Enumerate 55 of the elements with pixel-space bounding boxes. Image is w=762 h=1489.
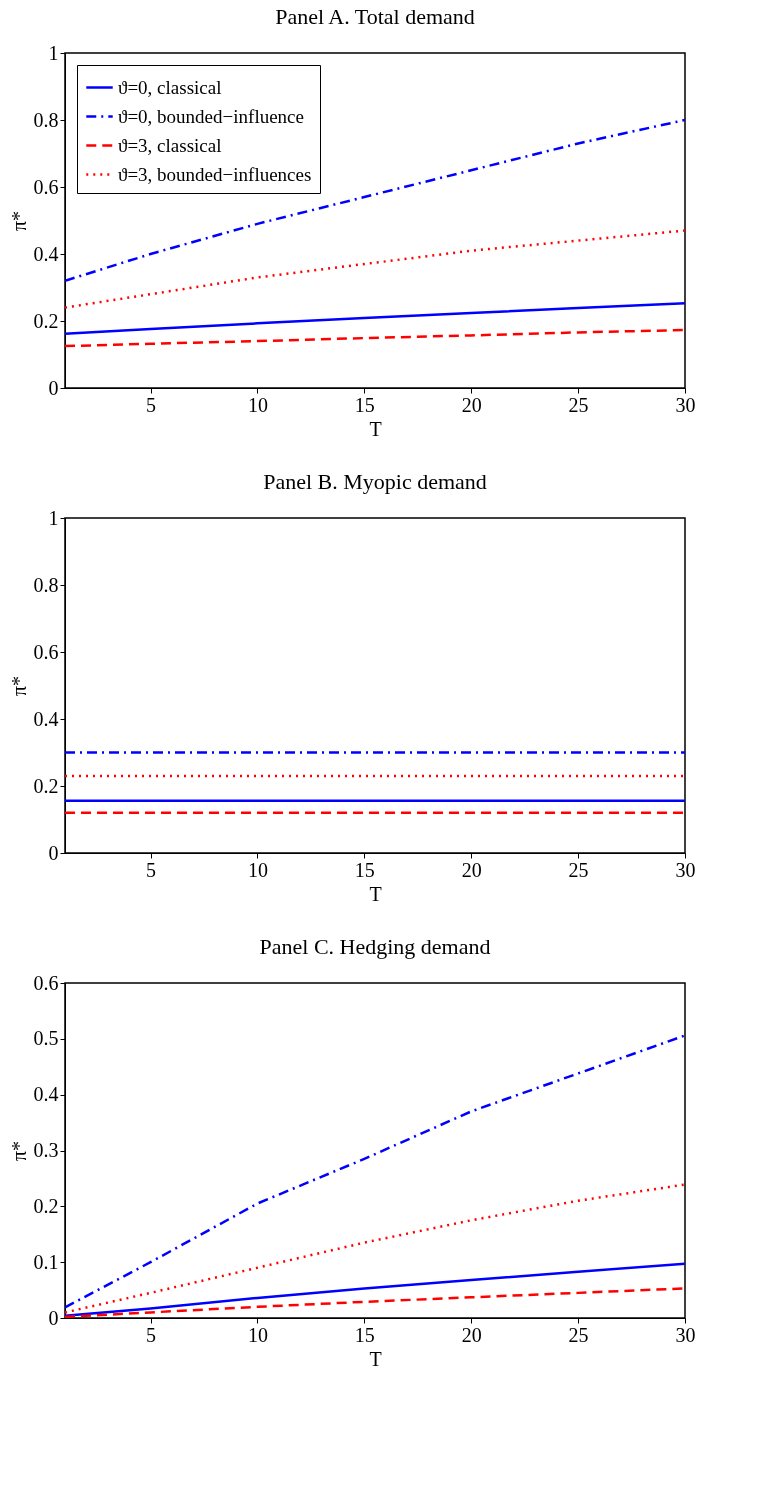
x-tick-label: 10 xyxy=(247,858,268,881)
x-tick-label: 5 xyxy=(146,1323,157,1346)
y-tick-label: 0.6 xyxy=(33,640,59,663)
line-series xyxy=(65,302,685,335)
x-tick-label: 25 xyxy=(568,858,589,881)
legend-label: ϑ=0, bounded−influence xyxy=(118,105,304,127)
legend-label: ϑ=3, classical xyxy=(118,134,222,156)
x-tick-label: 10 xyxy=(247,393,268,416)
y-axis-title: π* xyxy=(7,675,30,697)
y-tick-label: 1 xyxy=(48,41,59,64)
legend-label: ϑ=3, bounded−influences xyxy=(118,163,312,185)
x-tick-label: 30 xyxy=(675,858,696,881)
x-tick-label: 5 xyxy=(146,858,157,881)
x-axis-title: T xyxy=(369,1347,382,1370)
y-tick-label: 0.2 xyxy=(33,1194,59,1217)
y-tick-label: 0.2 xyxy=(33,309,59,332)
y-tick-label: 0.8 xyxy=(33,108,59,131)
x-tick-label: 5 xyxy=(146,393,157,416)
y-axis-title: π* xyxy=(7,1140,30,1162)
x-tick-label: 10 xyxy=(247,1323,268,1346)
x-tick-label: 25 xyxy=(568,1323,589,1346)
line-series xyxy=(65,1183,685,1314)
y-tick-label: 0 xyxy=(48,1306,59,1329)
x-tick-label: 30 xyxy=(675,393,696,416)
y-tick-label: 0 xyxy=(48,376,59,399)
line-series xyxy=(65,328,685,348)
y-tick-label: 0.4 xyxy=(33,707,59,730)
y-tick-label: 0.2 xyxy=(33,774,59,797)
y-tick-label: 0.5 xyxy=(33,1027,59,1050)
y-tick-label: 0 xyxy=(48,841,59,864)
line-series xyxy=(65,1034,685,1309)
chart-title: Panel C. Hedging demand xyxy=(259,934,491,959)
x-tick-label: 20 xyxy=(461,393,482,416)
x-axis-title: T xyxy=(369,882,382,905)
legend-label: ϑ=0, classical xyxy=(118,76,222,98)
x-tick-label: 20 xyxy=(461,1323,482,1346)
x-tick-label: 30 xyxy=(675,1323,696,1346)
x-tick-label: 15 xyxy=(354,1323,375,1346)
y-tick-label: 0.4 xyxy=(33,1083,59,1106)
y-axis-title: π* xyxy=(7,210,30,232)
y-tick-label: 0.6 xyxy=(33,971,59,994)
y-tick-label: 0.6 xyxy=(33,175,59,198)
chart-title: Panel A. Total demand xyxy=(275,4,475,29)
y-tick-label: 0.8 xyxy=(33,573,59,596)
y-tick-label: 0.4 xyxy=(33,242,59,265)
y-tick-label: 1 xyxy=(48,506,59,529)
x-tick-label: 15 xyxy=(354,393,375,416)
x-tick-label: 20 xyxy=(461,858,482,881)
x-tick-label: 15 xyxy=(354,858,375,881)
line-series xyxy=(65,229,685,309)
y-tick-label: 0.3 xyxy=(33,1139,59,1161)
chart-title: Panel B. Myopic demand xyxy=(263,469,487,494)
x-axis-title: T xyxy=(369,417,382,440)
y-tick-label: 0.1 xyxy=(33,1250,59,1273)
x-tick-label: 25 xyxy=(568,393,589,416)
